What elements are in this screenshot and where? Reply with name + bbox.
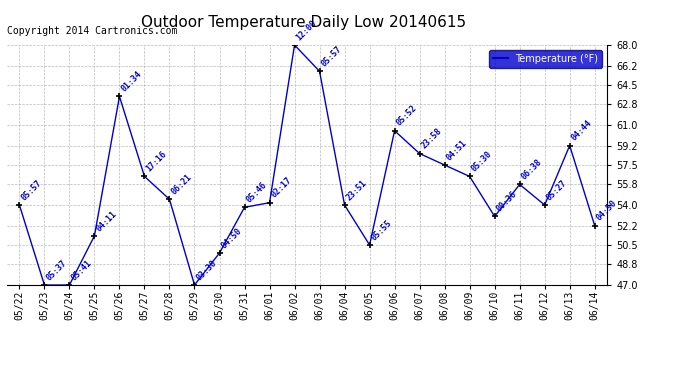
Text: 06:38: 06:38 <box>520 158 544 182</box>
Text: 04:50: 04:50 <box>219 226 244 250</box>
Text: 04:11: 04:11 <box>95 209 119 233</box>
Text: 05:46: 05:46 <box>244 180 268 204</box>
Text: 04:44: 04:44 <box>570 118 593 143</box>
Text: 01:34: 01:34 <box>119 69 144 94</box>
Text: 04:50: 04:50 <box>595 199 619 223</box>
Text: 12:00: 12:00 <box>295 18 319 42</box>
Text: Outdoor Temperature Daily Low 20140615: Outdoor Temperature Daily Low 20140615 <box>141 15 466 30</box>
Text: 03:30: 03:30 <box>195 258 219 282</box>
Text: 05:52: 05:52 <box>395 104 419 128</box>
Text: 05:57: 05:57 <box>319 44 344 68</box>
Text: 04:51: 04:51 <box>444 138 469 162</box>
Text: 05:41: 05:41 <box>70 258 93 282</box>
Text: 05:30: 05:30 <box>470 150 493 174</box>
Text: 05:37: 05:37 <box>44 258 68 282</box>
Text: 06:21: 06:21 <box>170 172 193 196</box>
Text: 02:17: 02:17 <box>270 176 293 200</box>
Text: Copyright 2014 Cartronics.com: Copyright 2014 Cartronics.com <box>7 26 177 36</box>
Text: 05:27: 05:27 <box>544 178 569 202</box>
Text: 23:58: 23:58 <box>420 127 444 151</box>
Legend: Temperature (°F): Temperature (°F) <box>489 50 602 68</box>
Text: 23:51: 23:51 <box>344 178 368 202</box>
Text: 00:36: 00:36 <box>495 189 519 214</box>
Text: 05:55: 05:55 <box>370 218 393 242</box>
Text: 05:57: 05:57 <box>19 178 43 202</box>
Text: 17:16: 17:16 <box>144 150 168 174</box>
